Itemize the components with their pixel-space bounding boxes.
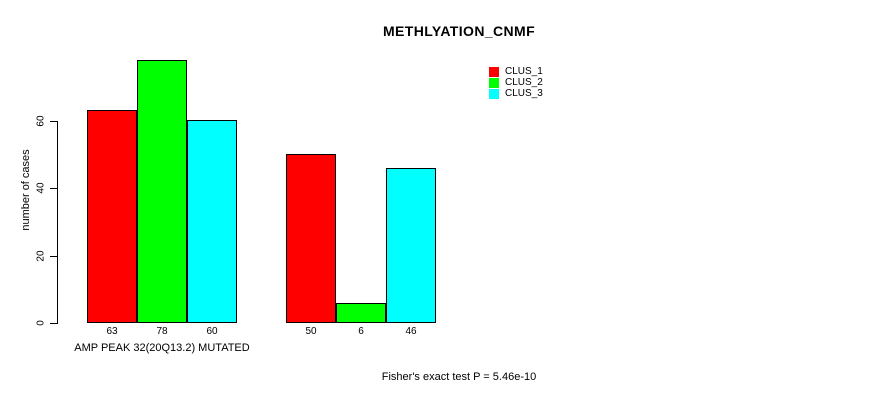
legend-label: CLUS_2 bbox=[505, 77, 543, 88]
y-axis-tick bbox=[50, 323, 57, 324]
y-axis-tick bbox=[50, 256, 57, 257]
footer-annotation: Fisher's exact test P = 5.46e-10 bbox=[381, 371, 537, 383]
y-axis-tick-label: 40 bbox=[35, 182, 47, 194]
bar-clus-1-group1 bbox=[87, 110, 137, 323]
y-axis-tick bbox=[50, 121, 57, 122]
bar-value-label: 46 bbox=[405, 326, 417, 337]
bar-clus-3-group1 bbox=[187, 120, 237, 323]
legend-item-clus-1: CLUS_1 bbox=[489, 66, 543, 77]
legend-label: CLUS_3 bbox=[505, 88, 543, 99]
legend-swatch-icon bbox=[489, 77, 499, 88]
bar-clus-1-group2 bbox=[286, 154, 336, 323]
bar-value-label: 63 bbox=[106, 326, 118, 337]
y-axis-line bbox=[57, 121, 58, 324]
legend-item-clus-3: CLUS_3 bbox=[489, 88, 543, 99]
chart-title: METHLYATION_CNMF bbox=[382, 23, 536, 39]
legend-label: CLUS_1 bbox=[505, 66, 543, 77]
bar-value-label: 6 bbox=[358, 326, 364, 337]
bar-value-label: 60 bbox=[206, 326, 218, 337]
y-axis-tick-label: 0 bbox=[35, 320, 47, 326]
bar-clus-3-group2 bbox=[386, 168, 436, 323]
legend-item-clus-2: CLUS_2 bbox=[489, 77, 543, 88]
bar-value-label: 50 bbox=[305, 326, 317, 337]
legend-swatch-icon bbox=[489, 88, 499, 99]
y-axis-label: number of cases bbox=[20, 149, 32, 231]
y-axis-tick-label: 60 bbox=[35, 115, 47, 127]
bar-clus-2-group1 bbox=[137, 60, 187, 323]
bar-clus-2-group2 bbox=[336, 303, 386, 323]
x-axis-group-label: AMP PEAK 32(20Q13.2) MUTATED bbox=[74, 342, 250, 354]
y-axis-tick-label: 20 bbox=[35, 250, 47, 262]
y-axis-tick bbox=[50, 188, 57, 189]
legend: CLUS_1 CLUS_2 CLUS_3 bbox=[489, 66, 543, 99]
legend-swatch-icon bbox=[489, 66, 499, 77]
bar-value-label: 78 bbox=[156, 326, 168, 337]
